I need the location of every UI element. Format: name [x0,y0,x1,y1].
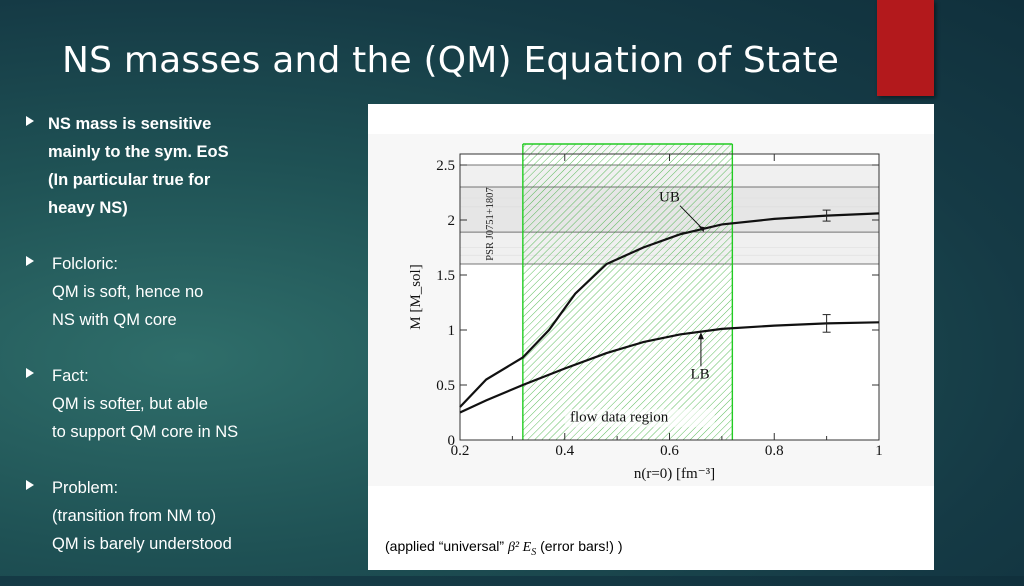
bullet-line: NS mass is sensitive [48,115,212,133]
figure-caption: (applied “universal” β² ES (error bars!)… [385,538,623,558]
annotation-arrow-ub [679,205,704,231]
bullet-line: heavy NS) [48,199,128,217]
arrowhead-ub [698,226,705,233]
bullet-arrow-icon [26,116,34,126]
x-axis-label: n(r=0) [fm⁻³] [634,466,715,482]
bullet-line: Fact: [52,367,89,385]
psr-band-label: PSR J0751+1807 [485,187,496,260]
y-tick-label: 0 [448,433,456,449]
bullet-line: mainly to the sym. EoS [48,143,229,161]
y-tick-label: 1 [448,323,456,339]
series-line-lb [459,321,880,414]
x-tick-label: 1 [875,443,883,459]
bullet-arrow-icon [26,480,34,490]
bullet-line: Problem: [52,479,119,497]
y-tick-label: 1.5 [436,268,455,284]
bullet-line: QM is softer, but able [52,395,208,413]
bullet-line: to support QM core in NS [52,423,239,441]
x-tick-label: 0.8 [765,443,784,459]
x-tick-label: 0.2 [451,443,470,459]
mass-density-chart: flow data region PSR J0751+1807 0.2 0.4 0.6 0… [368,134,934,486]
bullet-line: QM is soft, hence no [52,283,204,301]
y-axis-label: M [M_sol] [408,264,424,329]
y-tick-label: 0.5 [436,378,455,394]
flow-region-label-bg [564,409,715,428]
y-tick-label: 2.5 [436,158,455,174]
bullet-line: NS with QM core [52,311,177,329]
bullet-item: Problem: (transition from NM to) QM is b… [22,474,352,558]
x-tick-label: 0.6 [660,443,679,459]
arrowhead-lb [697,332,704,340]
slide-title: NS masses and the (QM) Equation of State [62,40,840,81]
y-tick-label: 2 [448,213,456,229]
bullet-line: Folcloric: [52,255,119,273]
bullet-line: (transition from NM to) [52,507,217,525]
accent-tab [877,0,934,96]
bullet-item: Folcloric: QM is soft, hence no NS with … [22,250,352,334]
bullet-list: NS mass is sensitive mainly to the sym. … [22,110,352,586]
bullet-arrow-icon [26,368,34,378]
bullet-line: (In particular true for [48,171,211,189]
bullet-item: Fact: QM is softer, but able to support … [22,362,352,446]
bullet-item: NS mass is sensitive mainly to the sym. … [22,110,352,222]
x-tick-label: 0.4 [555,443,574,459]
flow-region-label: flow data region [570,409,669,425]
flow-region-hatch [522,144,733,440]
bullet-line: QM is barely understood [52,535,232,553]
bullet-arrow-icon [26,256,34,266]
figure-panel: flow data region PSR J0751+1807 0.2 0.4 0.6 0… [368,104,934,570]
annotation-ub: UB [659,189,680,205]
series-line-ub [459,212,880,408]
annotation-lb: LB [690,366,709,382]
